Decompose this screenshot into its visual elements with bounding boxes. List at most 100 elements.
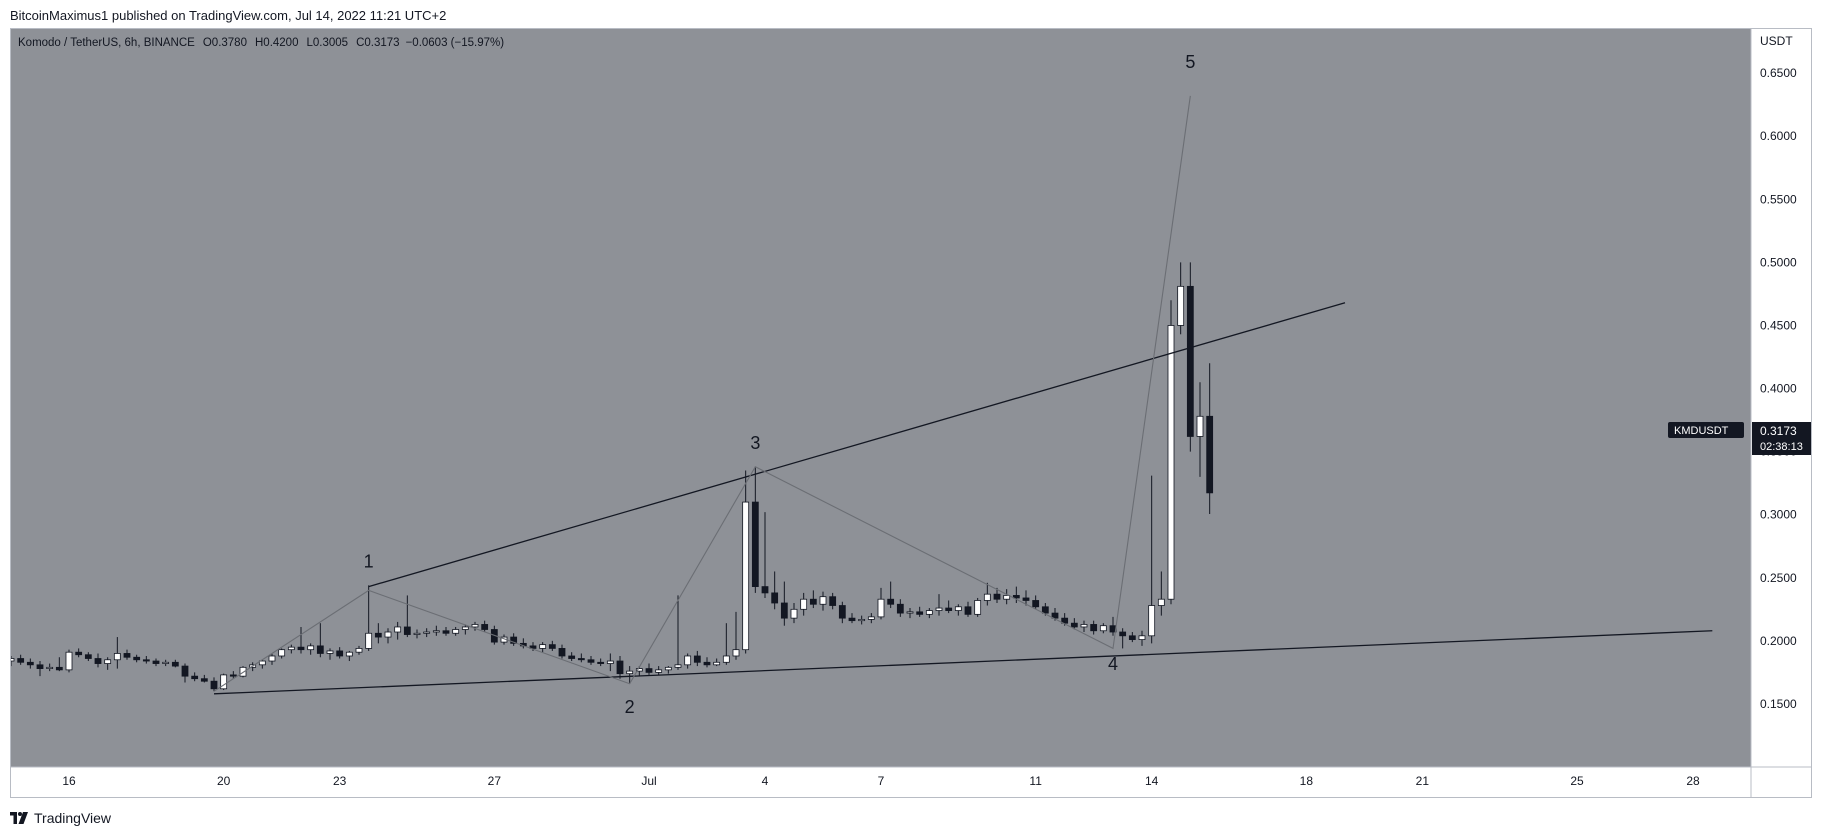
candle-body [278,649,286,657]
wave-label-5: 5 [1185,52,1195,72]
price-axis-unit: USDT [1760,34,1793,48]
wave-label-2: 2 [625,697,635,717]
candle-body [732,649,740,657]
candle-body [838,605,846,619]
candle-body [906,611,914,614]
time-tick: Jul [641,774,656,788]
candle-body [287,646,295,651]
candle-body [1186,285,1194,437]
candle-body [529,645,537,649]
price-tick: 0.2500 [1760,571,1797,585]
legend-open-key: O [203,37,212,49]
candle-body [664,666,672,671]
candle-body [1099,625,1107,632]
candle-body [210,680,218,690]
candle-body [819,596,827,605]
candle-body [326,650,334,654]
candle-body [684,655,692,666]
legend-close-value: 0.3173 [364,37,399,49]
candle-body [1119,631,1127,637]
time-tick: 20 [217,774,231,788]
candle-body [945,607,953,611]
time-tick: 18 [1300,774,1314,788]
candle-body [548,644,556,649]
tradingview-logo-icon [10,812,28,824]
candle-body [1032,600,1040,608]
candle-body [162,661,170,664]
candle-body [113,653,121,661]
time-tick: 16 [62,774,76,788]
price-tick: 0.2000 [1760,634,1797,648]
candle-body [751,501,759,588]
candle-body [394,626,402,633]
time-tick: 27 [488,774,502,788]
candle-body [887,598,895,605]
candle-body [1070,622,1078,628]
price-axis: 0.15000.20000.25000.30000.35000.40000.45… [1760,66,1797,711]
candle-body [954,606,962,611]
candle-body [974,600,982,615]
price-tick: 0.3000 [1760,508,1797,522]
candle-body [877,598,885,618]
candle-body [471,624,479,628]
candle-body [1148,605,1156,637]
chart-legend[interactable]: Komodo / TetherUS, 6h, BINANCE O0.3780 H0.… [18,37,504,49]
candle-body [809,598,817,605]
candle-body [1138,635,1146,640]
price-tick: 0.1500 [1760,697,1797,711]
candle-body [597,661,605,664]
candle-body [780,602,788,619]
candle-body [442,630,450,634]
candle-body [539,644,547,649]
candle-body [36,664,44,669]
wave-label-4: 4 [1108,654,1118,674]
candle-body [645,668,653,673]
lower-trendline [213,630,1713,695]
price-label-symbol: KMDUSDT [1674,425,1729,437]
candle-body [229,674,237,677]
price-tick: 0.6500 [1760,66,1797,80]
candle-body [316,645,324,654]
candle-body [964,606,972,615]
candle-body [461,626,469,630]
candle-body [75,651,83,656]
price-label-countdown: 02:38:13 [1760,441,1803,453]
candle-body [1022,597,1030,601]
candle-body [220,674,228,690]
candle-body [403,626,411,635]
candle-body [771,592,779,604]
tradingview-logo[interactable]: TradingView [10,810,111,826]
candle-body [355,648,363,653]
candle-body [200,678,208,682]
candle-body [925,610,933,615]
price-label-box [1752,422,1811,455]
time-axis-panel[interactable] [11,767,1811,797]
candle-body [510,636,518,644]
candle-body [46,666,54,669]
candle-body [123,653,131,658]
drawings-layer [213,95,1713,695]
candle-body [142,659,150,662]
candle-body [587,659,595,663]
price-tick: 0.5500 [1760,192,1797,206]
candle-body [568,655,576,659]
price-axis-panel[interactable] [1751,29,1811,767]
candle-body [867,616,875,620]
candle-body [1128,635,1136,640]
candle-body [413,632,421,635]
price-label-symbol-box [1668,422,1744,438]
candle-body [1061,617,1069,624]
candle-body [616,660,624,675]
candle-body [829,596,837,606]
candle-body [577,658,585,661]
time-tick: 23 [333,774,347,788]
publisher-line: BitcoinMaximus1 published on TradingView… [10,8,447,23]
candles-layer [11,262,1214,692]
candle-body [104,659,112,664]
price-label-value: 0.3173 [1760,424,1797,438]
legend-high-key: H [255,37,263,49]
wave-label-1: 1 [364,552,374,572]
candle-body [606,660,614,664]
candle-body [423,631,431,634]
